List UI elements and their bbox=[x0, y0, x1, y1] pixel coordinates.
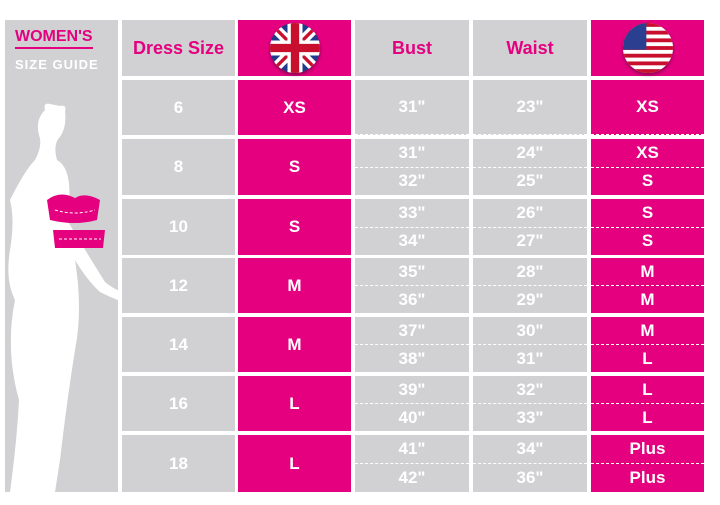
title-womens: WOMEN'S bbox=[15, 28, 93, 49]
us-value: Plus bbox=[629, 468, 666, 487]
us-value: XS bbox=[591, 139, 704, 168]
us-value: M bbox=[591, 258, 704, 286]
uk-flag-icon bbox=[269, 23, 320, 73]
waist-value: 23" bbox=[473, 80, 587, 135]
us-value: M bbox=[640, 289, 655, 309]
waist-cell: 26" 27" bbox=[473, 199, 587, 255]
bust-value: 31" bbox=[355, 80, 469, 135]
bust-cell: 31" 32" bbox=[355, 139, 469, 195]
bust-cell: 39" 40" bbox=[355, 376, 469, 431]
dress-size-cell: 18 bbox=[122, 435, 235, 492]
waist-value: 32" bbox=[473, 376, 587, 404]
us-cell: XS S bbox=[591, 139, 704, 195]
header-dress-size: Dress Size bbox=[122, 20, 235, 76]
us-cell: XS bbox=[591, 80, 704, 135]
waist-value: 30" bbox=[473, 317, 587, 345]
uk-size-cell: L bbox=[238, 435, 351, 492]
waist-value: 31" bbox=[516, 348, 544, 368]
bust-cell: 41" 42" bbox=[355, 435, 469, 492]
side-panel: WOMEN'S SIZE GUIDE bbox=[5, 20, 118, 492]
uk-size-cell: M bbox=[238, 317, 351, 372]
title-size-guide: SIZE GUIDE bbox=[15, 57, 99, 72]
dress-size-cell: 12 bbox=[122, 258, 235, 313]
us-value: S bbox=[641, 171, 654, 191]
dress-size-cell: 8 bbox=[122, 139, 235, 195]
waist-value: 24" bbox=[473, 139, 587, 168]
bust-value: 36" bbox=[398, 289, 426, 309]
uk-size-cell: S bbox=[238, 199, 351, 255]
dress-size-cell: 16 bbox=[122, 376, 235, 431]
woman-silhouette-icon bbox=[8, 103, 118, 492]
waist-value: 27" bbox=[516, 231, 544, 251]
bust-value: 33" bbox=[355, 199, 469, 228]
waist-cell: 28" 29" bbox=[473, 258, 587, 313]
bust-cell: 33" 34" bbox=[355, 199, 469, 255]
waist-value: 28" bbox=[473, 258, 587, 286]
waist-value: 33" bbox=[516, 407, 544, 427]
bust-cell: 35" 36" bbox=[355, 258, 469, 313]
waist-value: 34" bbox=[473, 435, 587, 464]
header-uk bbox=[238, 20, 351, 76]
bust-cell: 31" bbox=[355, 80, 469, 135]
header-waist: Waist bbox=[473, 20, 587, 76]
bust-value: 35" bbox=[355, 258, 469, 286]
us-value: L bbox=[642, 407, 653, 427]
header-us bbox=[591, 20, 704, 76]
waist-value: 29" bbox=[516, 289, 544, 309]
dress-size-cell: 6 bbox=[122, 80, 235, 135]
waist-cell: 24" 25" bbox=[473, 139, 587, 195]
waist-cell: 23" bbox=[473, 80, 587, 135]
bust-value: 37" bbox=[355, 317, 469, 345]
us-flag-icon bbox=[622, 23, 673, 73]
us-value: S bbox=[641, 231, 654, 251]
waist-value: 36" bbox=[516, 468, 544, 487]
us-cell: Plus Plus bbox=[591, 435, 704, 492]
us-value: L bbox=[642, 348, 653, 368]
uk-size-cell: L bbox=[238, 376, 351, 431]
bust-value: 34" bbox=[398, 231, 426, 251]
bust-value: 39" bbox=[355, 376, 469, 404]
us-value: XS bbox=[591, 80, 704, 135]
uk-size-cell: XS bbox=[238, 80, 351, 135]
waist-cell: 34" 36" bbox=[473, 435, 587, 492]
us-value: S bbox=[591, 199, 704, 228]
bust-value: 41" bbox=[355, 435, 469, 464]
waist-value: 26" bbox=[473, 199, 587, 228]
uk-size-cell: M bbox=[238, 258, 351, 313]
bust-value: 40" bbox=[398, 407, 426, 427]
bust-value: 42" bbox=[398, 468, 426, 487]
waist-cell: 32" 33" bbox=[473, 376, 587, 431]
bust-value: 32" bbox=[398, 171, 426, 191]
us-value: M bbox=[591, 317, 704, 345]
uk-size-cell: S bbox=[238, 139, 351, 195]
bust-value: 31" bbox=[355, 139, 469, 168]
header-bust: Bust bbox=[355, 20, 469, 76]
bust-value: 38" bbox=[398, 348, 426, 368]
bust-cell: 37" 38" bbox=[355, 317, 469, 372]
waist-value: 25" bbox=[516, 171, 544, 191]
dress-size-cell: 14 bbox=[122, 317, 235, 372]
us-value: Plus bbox=[591, 435, 704, 464]
dress-size-cell: 10 bbox=[122, 199, 235, 255]
us-value: L bbox=[591, 376, 704, 404]
waist-cell: 30" 31" bbox=[473, 317, 587, 372]
